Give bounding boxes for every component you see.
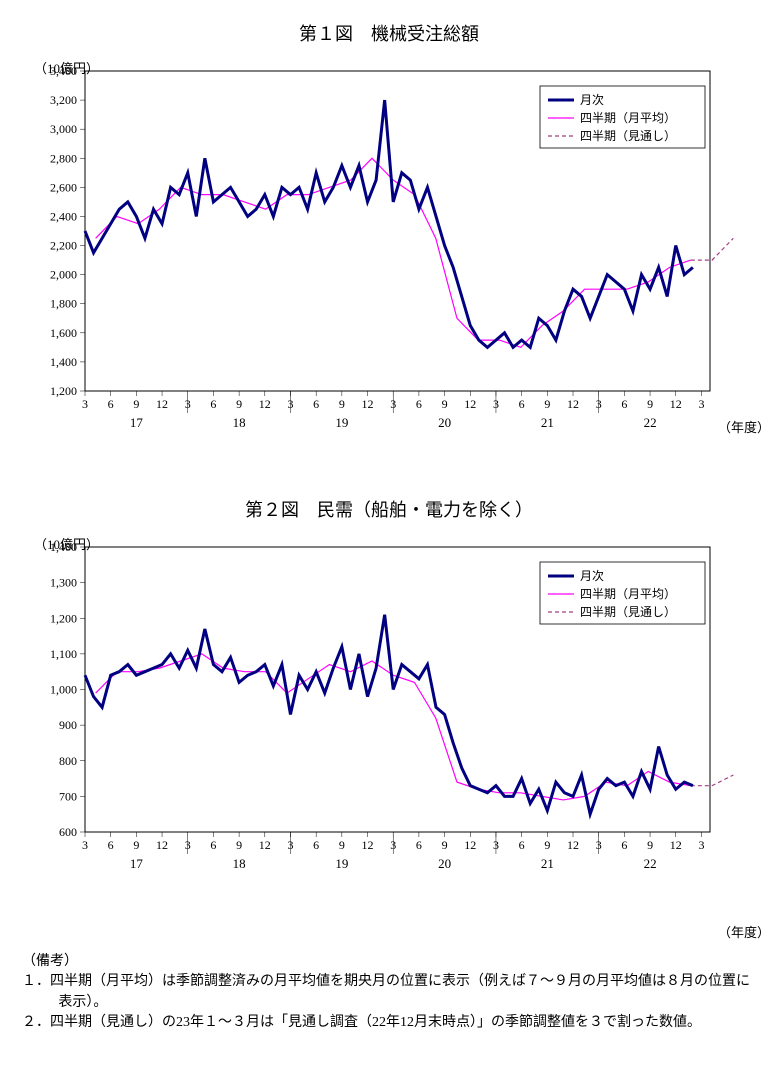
svg-text:600: 600	[59, 825, 77, 839]
chart-1-title: 第１図 機械受注総額	[0, 0, 778, 56]
footnote-item: １．四半期（月平均）は季節調整済みの月平均値を期央月の位置に表示（例えば７～９月…	[22, 972, 750, 1013]
svg-text:四半期（月平均）: 四半期（月平均）	[580, 587, 676, 601]
svg-text:1,800: 1,800	[50, 297, 77, 311]
svg-text:22: 22	[644, 856, 657, 871]
svg-text:12: 12	[567, 397, 579, 411]
svg-text:12: 12	[670, 397, 682, 411]
svg-text:12: 12	[567, 838, 579, 852]
svg-text:6: 6	[621, 838, 627, 852]
chart-1-block: 第１図 機械受注総額 （10億円） 1,200 1,400 1,600 1,800 2,…	[0, 0, 778, 476]
chart-1-x-unit: （年度）	[718, 417, 770, 436]
chart-2-block: 第２図 民需（船舶・電力を除く） （10億円） 600 700 800 900 1,00…	[0, 476, 778, 922]
svg-text:2,200: 2,200	[50, 239, 77, 253]
svg-text:四半期（見通し）: 四半期（見通し）	[580, 129, 676, 143]
svg-text:12: 12	[259, 838, 271, 852]
svg-text:2,600: 2,600	[50, 180, 77, 194]
chart-2-svg: 6007008009001,0001,1001,2001,3001,400369…	[0, 532, 778, 922]
svg-text:12: 12	[259, 397, 271, 411]
svg-text:3,000: 3,000	[50, 122, 77, 136]
svg-text:22: 22	[644, 415, 657, 430]
svg-text:21: 21	[541, 856, 554, 871]
svg-text:6: 6	[519, 397, 525, 411]
svg-text:19: 19	[335, 415, 348, 430]
svg-text:月次: 月次	[580, 569, 604, 583]
svg-text:9: 9	[339, 397, 345, 411]
footnotes-header: （備考）	[22, 952, 750, 972]
svg-text:6: 6	[108, 397, 114, 411]
svg-text:6: 6	[621, 397, 627, 411]
svg-text:3,200: 3,200	[50, 93, 77, 107]
svg-text:9: 9	[133, 838, 139, 852]
svg-text:9: 9	[544, 397, 550, 411]
svg-text:9: 9	[442, 838, 448, 852]
chart-2-title: 第２図 民需（船舶・電力を除く）	[0, 476, 778, 532]
svg-text:3: 3	[82, 838, 88, 852]
svg-text:12: 12	[156, 838, 168, 852]
footnote-item: ２．四半期（見通し）の23年１～３月は「見通し調査（22年12月末時点）」の季節…	[22, 1013, 750, 1033]
svg-text:6: 6	[210, 397, 216, 411]
footnotes: （備考） １．四半期（月平均）は季節調整済みの月平均値を期央月の位置に表示（例え…	[0, 922, 778, 1053]
svg-text:3: 3	[82, 397, 88, 411]
svg-text:12: 12	[670, 838, 682, 852]
svg-text:17: 17	[130, 415, 144, 430]
svg-text:1,400: 1,400	[50, 355, 77, 369]
svg-text:12: 12	[362, 838, 374, 852]
chart-2-y-unit: （10億円）	[34, 534, 99, 553]
svg-text:四半期（月平均）: 四半期（月平均）	[580, 111, 676, 125]
svg-text:21: 21	[541, 415, 554, 430]
svg-text:2,800: 2,800	[50, 151, 77, 165]
chart-2-x-unit: （年度）	[718, 922, 770, 941]
svg-text:9: 9	[442, 397, 448, 411]
svg-text:四半期（見通し）: 四半期（見通し）	[580, 605, 676, 619]
svg-text:6: 6	[210, 838, 216, 852]
svg-text:12: 12	[464, 397, 476, 411]
svg-text:1,300: 1,300	[50, 576, 77, 590]
svg-text:12: 12	[156, 397, 168, 411]
svg-text:6: 6	[313, 838, 319, 852]
chart-1-svg: 1,200 1,400 1,600 1,800 2,000 2,200 2,400 2,600…	[0, 56, 778, 476]
svg-text:9: 9	[236, 397, 242, 411]
svg-text:1,200: 1,200	[50, 384, 77, 398]
svg-text:3: 3	[698, 397, 704, 411]
svg-text:6: 6	[416, 397, 422, 411]
svg-text:3: 3	[698, 838, 704, 852]
svg-text:月次: 月次	[580, 93, 604, 107]
svg-text:1,200: 1,200	[50, 611, 77, 625]
svg-text:18: 18	[233, 415, 246, 430]
svg-text:12: 12	[464, 838, 476, 852]
svg-text:6: 6	[519, 838, 525, 852]
svg-text:6: 6	[416, 838, 422, 852]
svg-text:1,600: 1,600	[50, 326, 77, 340]
svg-text:2,400: 2,400	[50, 209, 77, 223]
svg-text:6: 6	[108, 838, 114, 852]
svg-text:9: 9	[647, 838, 653, 852]
svg-text:9: 9	[544, 838, 550, 852]
svg-text:19: 19	[335, 856, 348, 871]
svg-text:20: 20	[438, 856, 451, 871]
svg-text:9: 9	[236, 838, 242, 852]
svg-text:20: 20	[438, 415, 451, 430]
svg-text:12: 12	[362, 397, 374, 411]
svg-text:1,100: 1,100	[50, 647, 77, 661]
svg-text:9: 9	[133, 397, 139, 411]
svg-text:18: 18	[233, 856, 246, 871]
svg-text:9: 9	[339, 838, 345, 852]
svg-text:17: 17	[130, 856, 144, 871]
chart-1-y-unit: （10億円）	[34, 58, 99, 77]
svg-text:6: 6	[313, 397, 319, 411]
svg-text:2,000: 2,000	[50, 268, 77, 282]
svg-text:1,000: 1,000	[50, 683, 77, 697]
svg-text:9: 9	[647, 397, 653, 411]
svg-text:800: 800	[59, 754, 77, 768]
svg-text:700: 700	[59, 789, 77, 803]
svg-text:900: 900	[59, 718, 77, 732]
